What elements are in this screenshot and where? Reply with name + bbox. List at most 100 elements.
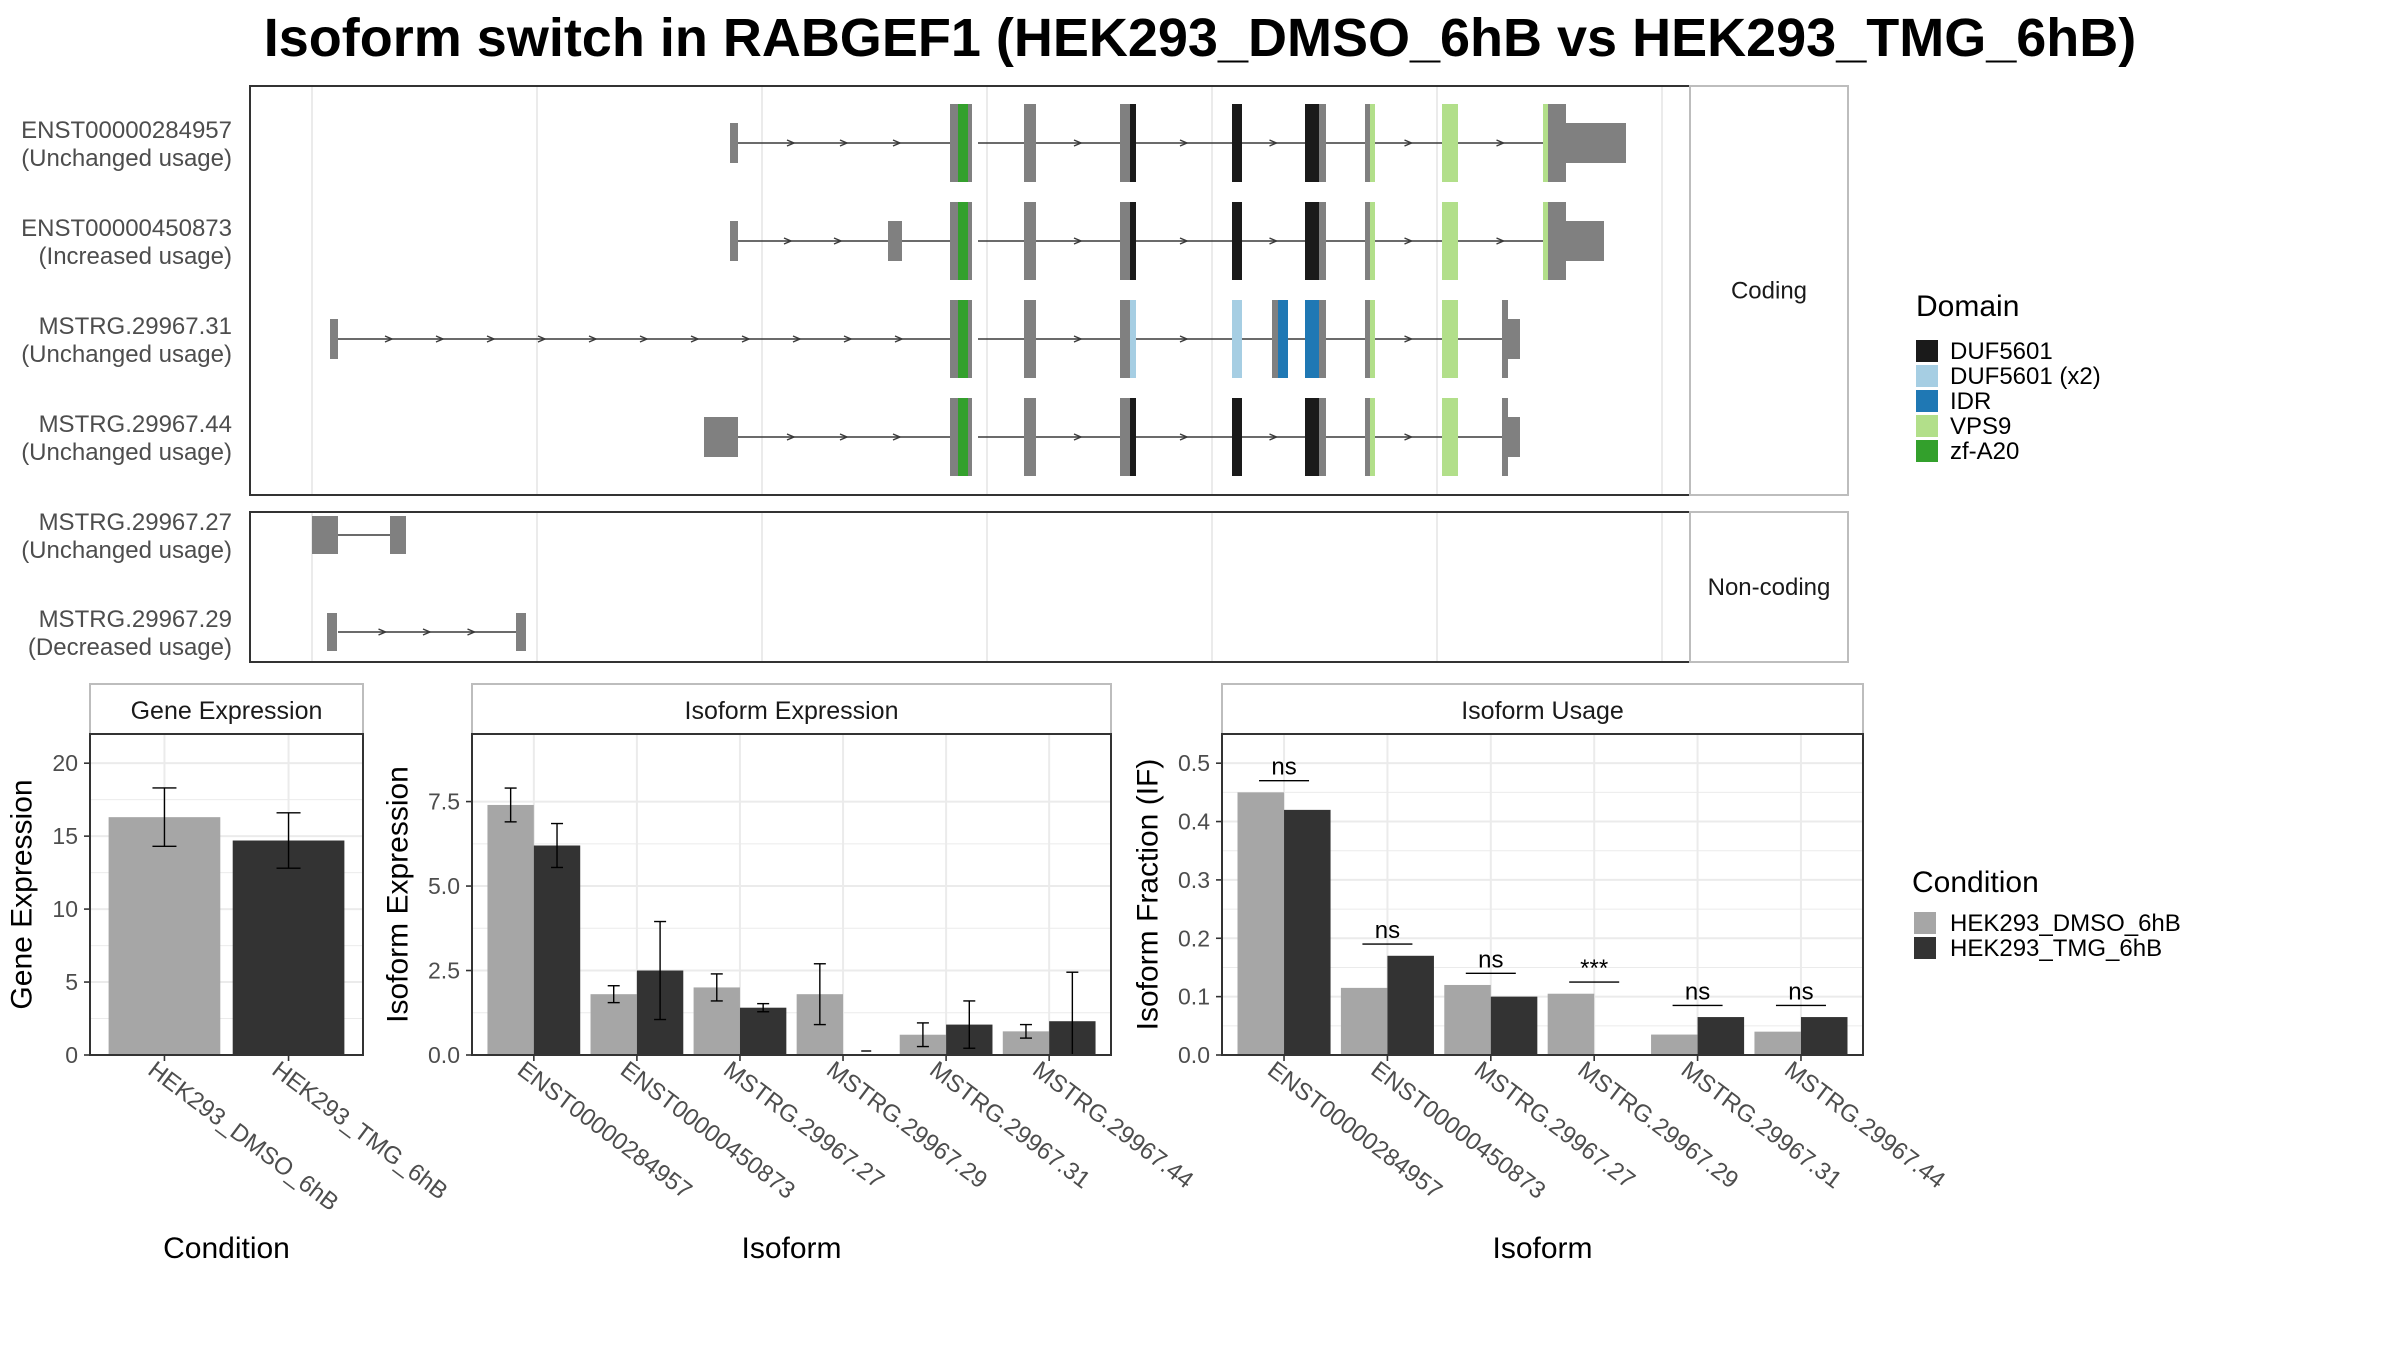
strand-arrow xyxy=(833,237,843,245)
strand-arrow xyxy=(639,335,649,343)
y-tick-label: 5 xyxy=(65,969,78,995)
exon xyxy=(1370,202,1375,280)
bar xyxy=(1800,1017,1848,1055)
x-tick-label: ENST00000450873 xyxy=(1366,1056,1551,1204)
panel-strip-label: Gene Expression xyxy=(131,697,323,725)
domain-legend-key xyxy=(1916,340,1938,362)
exon xyxy=(1120,104,1130,182)
coding-panel-strip-label: Coding xyxy=(1731,278,1807,305)
bar xyxy=(487,804,534,1055)
strand-arrow xyxy=(839,139,849,147)
exon xyxy=(1305,398,1319,476)
exon xyxy=(1365,202,1370,280)
domain-legend-label: VPS9 xyxy=(1950,413,2011,440)
panel-border xyxy=(1221,733,1864,1056)
strand-arrow xyxy=(1073,335,1083,343)
strand-arrow xyxy=(537,335,547,343)
transcript-name: ENST00000284957 xyxy=(21,117,232,144)
strand-arrow xyxy=(1179,335,1189,343)
strand-arrow xyxy=(1179,433,1189,441)
domain-legend-label: zf-A20 xyxy=(1950,438,2019,465)
exon xyxy=(312,516,338,554)
strand-arrow xyxy=(690,335,700,343)
y-axis-title: Isoform Expression xyxy=(382,766,415,1023)
transcript-usage: (Decreased usage) xyxy=(28,634,232,661)
exon xyxy=(1319,300,1326,378)
strand-arrow xyxy=(1269,139,1279,147)
x-tick-label: ENST00000284957 xyxy=(512,1056,697,1204)
domain-legend-title: Domain xyxy=(1916,290,2019,323)
exon xyxy=(950,398,958,476)
exon xyxy=(1566,221,1604,261)
transcript-MSTRG.29967.31 xyxy=(330,300,1520,378)
exon xyxy=(1232,398,1242,476)
strand-arrow xyxy=(1269,433,1279,441)
exon xyxy=(1442,104,1458,182)
exon xyxy=(390,516,406,554)
bar xyxy=(533,845,581,1055)
strand-arrow xyxy=(843,335,853,343)
y-tick-label: 5.0 xyxy=(428,873,460,899)
bar xyxy=(1547,993,1595,1055)
y-tick-label: 20 xyxy=(52,750,78,776)
exon xyxy=(1442,202,1458,280)
strand-arrow xyxy=(384,335,394,343)
exon xyxy=(327,613,337,651)
transcript-name: MSTRG.29967.44 xyxy=(39,411,232,438)
exon xyxy=(888,221,902,261)
exon xyxy=(950,202,958,280)
x-axis-title: Isoform xyxy=(1492,1232,1592,1265)
figure-title: Isoform switch in RABGEF1 (HEK293_DMSO_6… xyxy=(264,8,2136,68)
bar xyxy=(1444,984,1491,1055)
transcript-usage: (Unchanged usage) xyxy=(21,145,232,172)
exon xyxy=(968,104,972,182)
exon xyxy=(1120,300,1130,378)
exon xyxy=(1305,202,1319,280)
transcript-name: MSTRG.29967.31 xyxy=(39,313,232,340)
exon xyxy=(1130,300,1136,378)
condition-legend-key xyxy=(1914,912,1936,934)
transcript-ENST00000284957 xyxy=(730,104,1626,182)
y-tick-label: 10 xyxy=(52,896,78,922)
y-tick-label: 15 xyxy=(52,823,78,849)
exon xyxy=(958,398,968,476)
domain-legend-key xyxy=(1916,440,1938,462)
exon xyxy=(1319,398,1326,476)
exon xyxy=(1548,104,1566,182)
exon xyxy=(968,202,972,280)
exon xyxy=(704,417,738,457)
x-tick-label: ENST00000450873 xyxy=(615,1056,800,1204)
exon xyxy=(730,221,738,261)
significance-label: ns xyxy=(1478,946,1503,973)
strand-arrow xyxy=(892,139,902,147)
transcript-usage: (Unchanged usage) xyxy=(21,537,232,564)
exon xyxy=(958,202,968,280)
exon xyxy=(1278,300,1288,378)
domain-legend-label: DUF5601 xyxy=(1950,338,2053,365)
strand-arrow xyxy=(1073,433,1083,441)
exon xyxy=(1502,398,1508,476)
exon xyxy=(1370,300,1375,378)
exon xyxy=(1442,398,1458,476)
domain-legend-label: IDR xyxy=(1950,388,1991,415)
exon xyxy=(958,104,968,182)
exon xyxy=(1024,104,1036,182)
exon xyxy=(1305,300,1319,378)
condition-legend-label: HEK293_DMSO_6hB xyxy=(1950,910,2181,937)
exon xyxy=(1024,398,1036,476)
significance-label: ns xyxy=(1788,978,1813,1005)
transcript-usage: (Unchanged usage) xyxy=(21,439,232,466)
bar xyxy=(1387,955,1434,1055)
bar xyxy=(1002,1031,1050,1055)
exon xyxy=(730,123,738,163)
bar xyxy=(1284,809,1331,1055)
exon xyxy=(1130,398,1136,476)
bar xyxy=(739,1007,787,1055)
transcript-usage: (Increased usage) xyxy=(39,243,232,270)
strand-arrow xyxy=(786,139,796,147)
exon xyxy=(1543,202,1548,280)
bar xyxy=(232,840,345,1055)
strand-arrow xyxy=(435,335,445,343)
